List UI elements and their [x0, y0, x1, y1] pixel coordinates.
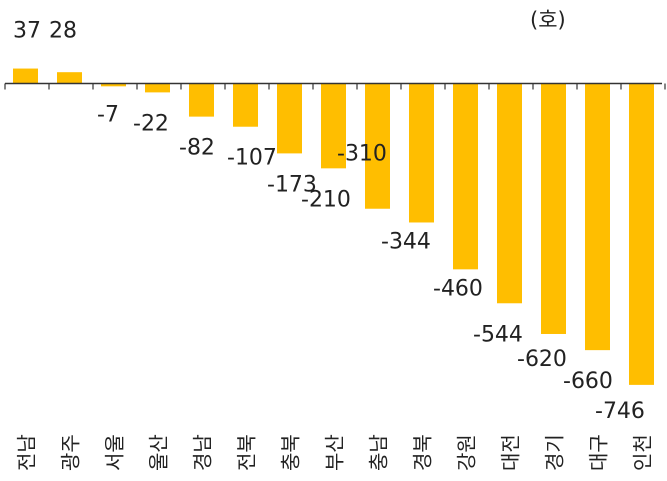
category-label: 전북: [235, 434, 259, 471]
value-label: -746: [595, 399, 645, 424]
bar-충북: [277, 83, 302, 154]
bar-강원: [453, 83, 478, 270]
unit-label: (호): [530, 8, 566, 32]
bar-충남: [365, 83, 390, 209]
value-label: -82: [179, 136, 215, 161]
value-label: -310: [337, 142, 387, 167]
value-label: -344: [381, 229, 431, 254]
category-label: 강원: [455, 434, 479, 471]
value-label: -210: [301, 187, 351, 212]
value-label: 28: [49, 19, 77, 44]
bar-대구: [585, 83, 610, 351]
category-label: 광주: [59, 434, 83, 471]
category-label: 대구: [587, 434, 611, 471]
value-label: -107: [227, 146, 277, 171]
bar-전남: [13, 68, 38, 84]
category-label: 대전: [499, 434, 523, 471]
bar-광주: [57, 72, 82, 84]
bar-경기: [541, 83, 566, 334]
bar-group: [13, 68, 654, 385]
bar-부산: [321, 83, 346, 169]
category-labels: 전남 광주 서울 울산 경남 전북 충북 부산 충남 경북 강원 대전 경기 대구 인천: [15, 434, 655, 471]
value-label: -7: [97, 102, 119, 127]
value-label: -544: [473, 322, 523, 347]
bar-경북: [409, 83, 434, 223]
bar-울산: [145, 83, 170, 93]
value-label: -660: [563, 369, 613, 394]
category-label: 전남: [15, 434, 39, 471]
bar-인천: [629, 83, 654, 385]
category-label: 경북: [411, 434, 435, 471]
category-label: 서울: [103, 434, 127, 471]
category-label: 울산: [147, 434, 171, 471]
category-label: 충북: [279, 434, 303, 471]
bar-대전: [497, 83, 522, 304]
category-label: 경남: [191, 434, 215, 471]
category-label: 인천: [631, 434, 655, 471]
bar-서울: [101, 83, 126, 87]
category-label: 충남: [367, 434, 391, 471]
value-label: -173: [267, 172, 317, 197]
category-label: 부산: [323, 434, 347, 471]
value-label: -22: [133, 111, 169, 136]
value-label: -460: [433, 276, 483, 301]
category-label: 경기: [543, 434, 567, 471]
bar-경남: [189, 83, 214, 117]
axis-ticks: [4, 83, 666, 90]
value-label: -620: [517, 347, 567, 372]
value-label: 37: [13, 19, 41, 44]
bar-전북: [233, 83, 258, 127]
value-labels: 37 28 -7 -22 -82 -107-173-210 -310 -344-460 -544…: [13, 19, 645, 424]
